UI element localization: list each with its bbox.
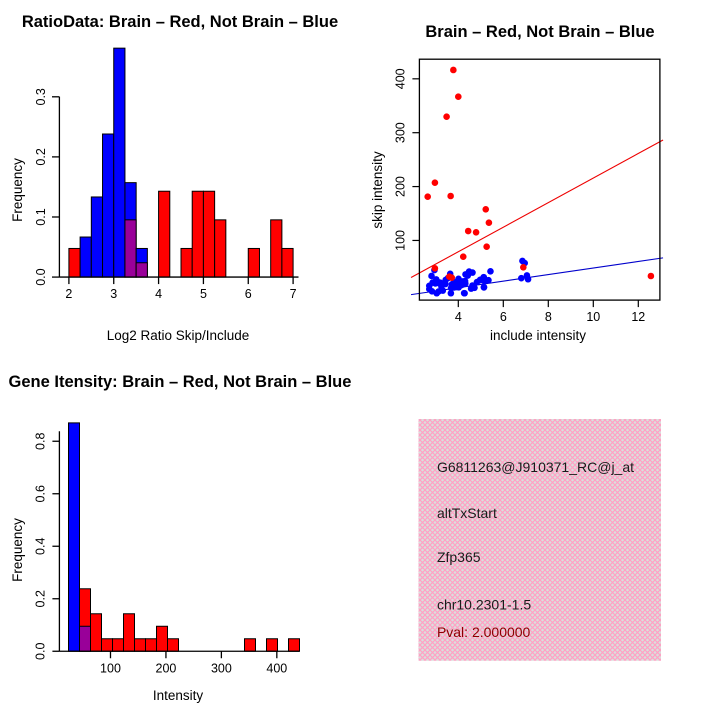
svg-text:Frequency: Frequency (10, 518, 25, 582)
svg-text:6: 6 (245, 287, 252, 301)
svg-text:0.2: 0.2 (34, 148, 48, 165)
svg-text:7: 7 (290, 287, 297, 301)
svg-text:8: 8 (545, 310, 552, 324)
svg-text:12: 12 (631, 310, 645, 324)
svg-text:0.0: 0.0 (33, 643, 47, 660)
svg-text:10: 10 (586, 310, 600, 324)
svg-text:4: 4 (455, 310, 462, 324)
svg-text:Log2 Ratio Skip/Include: Log2 Ratio Skip/Include (107, 328, 250, 343)
svg-text:6: 6 (500, 310, 507, 324)
svg-text:0.2: 0.2 (33, 590, 47, 607)
svg-text:200: 200 (393, 176, 407, 197)
svg-text:skip intensity: skip intensity (370, 151, 385, 229)
svg-text:include intensity: include intensity (490, 328, 586, 343)
svg-text:Frequency: Frequency (10, 158, 25, 222)
svg-text:100: 100 (100, 661, 121, 675)
svg-text:200: 200 (156, 661, 177, 675)
svg-text:400: 400 (393, 68, 407, 89)
svg-text:Intensity: Intensity (153, 688, 204, 703)
svg-text:300: 300 (393, 122, 407, 143)
svg-text:0.4: 0.4 (33, 538, 47, 555)
svg-text:4: 4 (155, 287, 162, 301)
svg-text:RatioData: Brain – Red, Not Br: RatioData: Brain – Red, Not Brain – Blue (22, 13, 338, 31)
svg-text:5: 5 (200, 287, 207, 301)
svg-text:100: 100 (393, 230, 407, 251)
svg-text:Zfp365: Zfp365 (437, 549, 481, 565)
svg-text:Brain – Red, Not Brain – Blue: Brain – Red, Not Brain – Blue (425, 23, 654, 41)
svg-text:3: 3 (110, 287, 117, 301)
svg-text:0.3: 0.3 (34, 88, 48, 105)
svg-text:0.0: 0.0 (34, 268, 48, 285)
svg-text:400: 400 (266, 661, 287, 675)
svg-text:0.8: 0.8 (33, 433, 47, 450)
svg-text:2: 2 (65, 287, 72, 301)
svg-text:Gene Itensity: Brain – Red, No: Gene Itensity: Brain – Red, Not Brain – … (9, 373, 352, 391)
svg-text:0.6: 0.6 (33, 485, 47, 502)
svg-text:altTxStart: altTxStart (437, 505, 497, 521)
svg-text:chr10.2301-1.5: chr10.2301-1.5 (437, 596, 531, 612)
svg-text:Pval: 2.000000: Pval: 2.000000 (437, 624, 531, 640)
svg-text:300: 300 (211, 661, 232, 675)
svg-text:0.1: 0.1 (34, 208, 48, 225)
svg-text:G6811263@J910371_RC@j_at: G6811263@J910371_RC@j_at (437, 459, 634, 475)
